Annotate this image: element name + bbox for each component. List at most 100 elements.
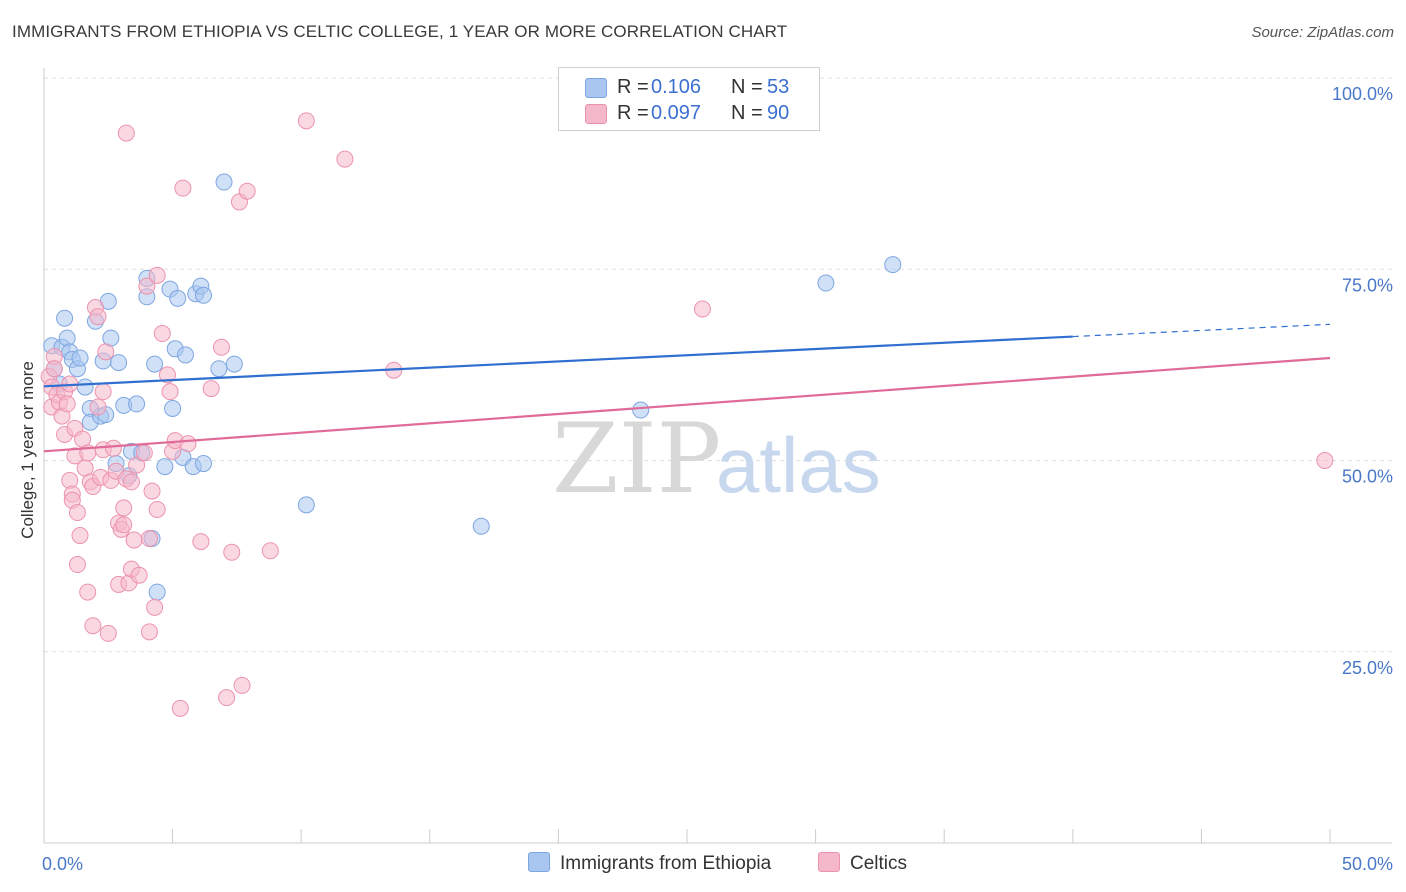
- celtics-point-47: [122, 473, 140, 491]
- ethiopia-point-49: [817, 274, 835, 292]
- celtics-point-77: [336, 150, 354, 168]
- celtics-point-33: [97, 343, 115, 361]
- celtics-point-54: [140, 530, 158, 548]
- celtics-point-53: [140, 623, 158, 641]
- axes: [43, 68, 1392, 844]
- celtics-point-51: [135, 444, 153, 462]
- gridlines: [44, 77, 1392, 653]
- celtics-point-65: [174, 179, 192, 197]
- ethiopia-point-5: [58, 329, 76, 347]
- celtics-point-49: [128, 456, 146, 474]
- trend-lines: [43, 323, 1331, 453]
- legend-swatch-ethiopia: [585, 78, 607, 98]
- bottom-legend-swatch-ethiopia: [528, 852, 550, 872]
- watermark-zip: ZIP: [552, 403, 721, 515]
- watermark-atlas: atlas: [716, 421, 881, 509]
- ethiopia-point-34: [164, 399, 182, 417]
- celtics-point-17: [68, 504, 86, 522]
- y-axis-label: College, 1 year or more: [18, 361, 37, 539]
- chart-source: Source: ZipAtlas.com: [1251, 24, 1394, 41]
- celtics-point-58: [148, 266, 166, 284]
- celtics-point-31: [94, 383, 112, 401]
- celtics-point-36: [104, 439, 122, 457]
- ethiopia-point-10: [76, 378, 94, 396]
- ethiopia-point-45: [225, 355, 243, 373]
- legend-r-label: R =: [617, 76, 649, 98]
- legend-n-value-ethiopia: 53: [767, 76, 790, 98]
- y-tick-label-0: 25.0%: [1342, 658, 1393, 678]
- celtics-point-43: [117, 124, 135, 142]
- celtics-point-80: [1316, 452, 1334, 469]
- chart-title: IMMIGRANTS FROM ETHIOPIA VS CELTIC COLLE…: [12, 22, 788, 41]
- correlation-legend: R = 0.106 N = 53 R = 0.097 N = 90: [558, 67, 820, 131]
- celtics-point-29: [89, 398, 107, 416]
- celtics-point-75: [261, 542, 279, 560]
- celtics-point-67: [192, 533, 210, 551]
- celtics-point-79: [693, 300, 711, 318]
- ethiopia-point-4: [56, 309, 74, 327]
- celtics-point-52: [138, 277, 156, 295]
- legend-swatch-celtics: [585, 104, 607, 124]
- bottom-legend-ethiopia: Immigrants from Ethiopia: [528, 852, 771, 875]
- bottom-legend-swatch-celtics: [818, 852, 840, 872]
- celtics-point-61: [161, 383, 179, 401]
- celtics-point-55: [143, 482, 161, 500]
- legend-r-value-ethiopia: 0.106: [651, 76, 702, 98]
- legend-n-label: N =: [731, 76, 763, 98]
- celtics-point-34: [99, 624, 117, 642]
- ethiopia-point-31: [156, 458, 174, 476]
- legend-n-label: N =: [731, 102, 763, 124]
- bottom-legend-label-celtics: Celtics: [850, 853, 908, 874]
- celtics-point-19: [71, 526, 89, 544]
- x-tick-label-max: 50.0%: [1342, 854, 1393, 874]
- celtics-point-76: [297, 112, 315, 130]
- celtics-point-71: [223, 543, 241, 561]
- bottom-legend-celtics: Celtics: [818, 852, 907, 875]
- ethiopia-trend-line: [43, 335, 1073, 388]
- ethiopia-point-9: [71, 349, 89, 367]
- ethiopia-point-37: [176, 346, 194, 364]
- ethiopia-point-43: [210, 360, 228, 378]
- celtics-point-74: [238, 182, 256, 200]
- ethiopia-point-42: [194, 286, 212, 304]
- celtics-point-26: [84, 617, 102, 635]
- y-tick-label-3: 100.0%: [1332, 84, 1393, 104]
- ethiopia-point-44: [215, 173, 233, 191]
- legend-r-value-celtics: 0.097: [651, 102, 702, 124]
- bottom-legend-label-ethiopia: Immigrants from Ethiopia: [560, 853, 772, 874]
- data-points: [40, 112, 1334, 717]
- ethiopia-point-29: [146, 355, 164, 373]
- celtics-point-66: [179, 435, 197, 453]
- celtics-point-4: [45, 360, 63, 378]
- celtics-point-73: [233, 676, 251, 694]
- watermark: ZIP atlas: [552, 403, 881, 515]
- celtics-point-12: [61, 471, 79, 489]
- ethiopia-point-20: [110, 354, 128, 372]
- celtics-point-70: [218, 689, 236, 707]
- y-tick-label-1: 50.0%: [1342, 467, 1393, 487]
- ethiopia-point-47: [472, 517, 490, 535]
- celtics-point-60: [158, 366, 176, 384]
- celtics-point-59: [153, 325, 171, 343]
- celtics-point-28: [89, 308, 107, 326]
- legend-r-label: R =: [617, 102, 649, 124]
- celtics-point-56: [146, 598, 164, 616]
- celtics-point-41: [115, 499, 133, 517]
- celtics-point-57: [148, 500, 166, 518]
- ethiopia-point-48: [632, 401, 650, 419]
- celtics-point-23: [79, 583, 97, 601]
- ethiopia-trend-extension: [1072, 323, 1331, 338]
- celtics-point-18: [68, 556, 86, 574]
- celtics-point-10: [58, 395, 76, 413]
- celtics-point-42: [115, 516, 133, 534]
- y-tick-label-2: 75.0%: [1342, 275, 1393, 295]
- x-tick-labels: 0.0% 50.0%: [42, 854, 1393, 874]
- celtics-point-68: [202, 380, 220, 398]
- celtics-point-69: [212, 338, 230, 356]
- ethiopia-point-30: [148, 583, 166, 601]
- celtics-point-48: [125, 531, 143, 549]
- legend-n-value-celtics: 90: [767, 102, 790, 124]
- ethiopia-point-24: [128, 395, 146, 413]
- celtics-trend-line: [43, 356, 1331, 453]
